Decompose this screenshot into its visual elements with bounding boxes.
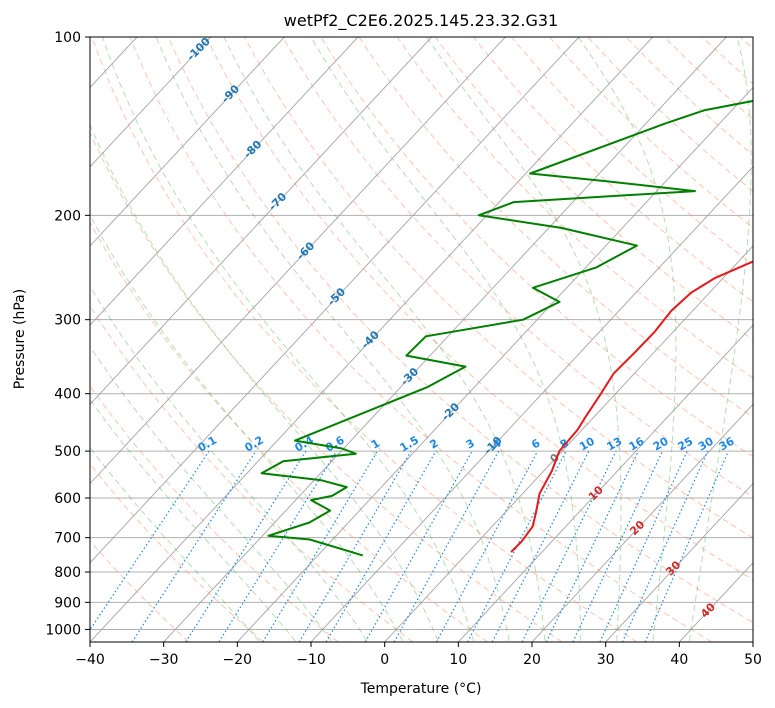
isotherm-line — [90, 37, 359, 326]
dry-adiabat-line — [167, 37, 753, 624]
mixing-ratio-line — [325, 450, 437, 642]
moist-adiabat-line — [90, 345, 332, 642]
dry-adiabat-line — [91, 37, 638, 642]
isotherm-line — [90, 37, 580, 564]
mixing-ratio-line — [435, 450, 539, 642]
mixing-ratio-line — [298, 450, 412, 642]
mixing-ratio-line — [185, 450, 307, 642]
moisture-profile-line — [260, 99, 753, 557]
dry-adiabat-line — [90, 540, 190, 642]
x-tick-label: 20 — [523, 652, 541, 668]
moist-adiabat-line — [155, 37, 510, 641]
mixing-ratio-line — [545, 450, 639, 642]
isotherm-line — [90, 37, 285, 247]
mixing-ratio-line — [218, 450, 338, 642]
x-tick-label: 30 — [597, 652, 615, 668]
mixing-ratio-line — [262, 450, 378, 642]
y-tick-label: 400 — [54, 387, 81, 403]
moist-adiabat-line — [577, 37, 677, 641]
y-tick-label: 600 — [54, 491, 81, 507]
y-axis-label: Pressure (hPa) — [12, 289, 28, 389]
y-tick-label: 1000 — [45, 622, 81, 638]
x-tick-label: 40 — [670, 652, 688, 668]
isotherm-line — [605, 482, 753, 642]
dry-adiabat-line — [282, 37, 753, 498]
mixing-ratio-line — [393, 450, 500, 642]
y-tick-label: 700 — [54, 531, 81, 547]
moist-adiabat-line — [688, 37, 752, 641]
isotherm-line — [90, 37, 506, 485]
y-tick-label: 200 — [54, 208, 81, 224]
dry-adiabat-line — [90, 463, 264, 642]
mixing-ratio-line — [621, 450, 709, 642]
mixing-ratio-line — [364, 450, 473, 642]
moist-adiabat-line — [90, 213, 403, 642]
x-tick-label: −10 — [296, 652, 326, 668]
dry-adiabat-line — [244, 37, 753, 539]
x-axis-label: Temperature (°C) — [360, 681, 482, 697]
x-tick-label: 50 — [744, 652, 762, 668]
mixing-ratio-line — [521, 450, 617, 642]
y-tick-label: 800 — [54, 565, 81, 581]
profile-lines — [260, 99, 753, 557]
y-tick-label: 900 — [54, 595, 81, 611]
y-tick-label: 500 — [54, 444, 81, 460]
x-tick-label: 10 — [449, 652, 467, 668]
dry-adiabat-line — [396, 37, 753, 379]
isotherm-line — [90, 37, 433, 406]
isotherm-line — [90, 37, 654, 642]
dry-adiabat-line — [434, 37, 753, 341]
isotherm-line — [310, 165, 753, 642]
dry-adiabat-line — [205, 37, 753, 581]
x-tick-label: −30 — [149, 652, 179, 668]
chart-title: wetPf2_C2E6.2025.145.23.32.G31 — [284, 11, 558, 31]
isotherm-line — [236, 86, 753, 642]
moist-adiabat-line — [90, 398, 296, 642]
y-tick-label: 300 — [54, 313, 81, 329]
x-tick-label: −40 — [75, 652, 105, 668]
y-tick-label: 100 — [54, 30, 81, 46]
isotherm-line — [384, 245, 753, 642]
x-tick-label: 0 — [380, 652, 389, 668]
background-lines — [90, 37, 753, 642]
temperature-profile-line — [510, 260, 753, 553]
plot-frame — [89, 36, 754, 643]
isotherm-line — [163, 37, 727, 642]
mixing-ratio-line — [572, 450, 664, 642]
moist-adiabat-line — [223, 37, 546, 641]
moist-adiabat-line — [90, 285, 368, 642]
axis-ticks: −40 −30 −20 −10 0 10 20 30 40 50 100 200 300 400 500 60… — [45, 30, 762, 668]
isotherm-line — [90, 37, 212, 168]
dry-adiabat-line — [90, 221, 488, 642]
isotherm-line — [457, 324, 753, 642]
moist-adiabat-line — [310, 37, 582, 641]
dry-adiabat-line — [90, 131, 563, 642]
dry-adiabat-line — [129, 37, 712, 642]
isotherm-line — [531, 403, 753, 642]
x-tick-label: −20 — [223, 652, 253, 668]
dry-adiabat-line — [473, 37, 753, 303]
mixing-ratio-line — [599, 450, 688, 642]
mixing-ratio-line — [644, 450, 729, 642]
